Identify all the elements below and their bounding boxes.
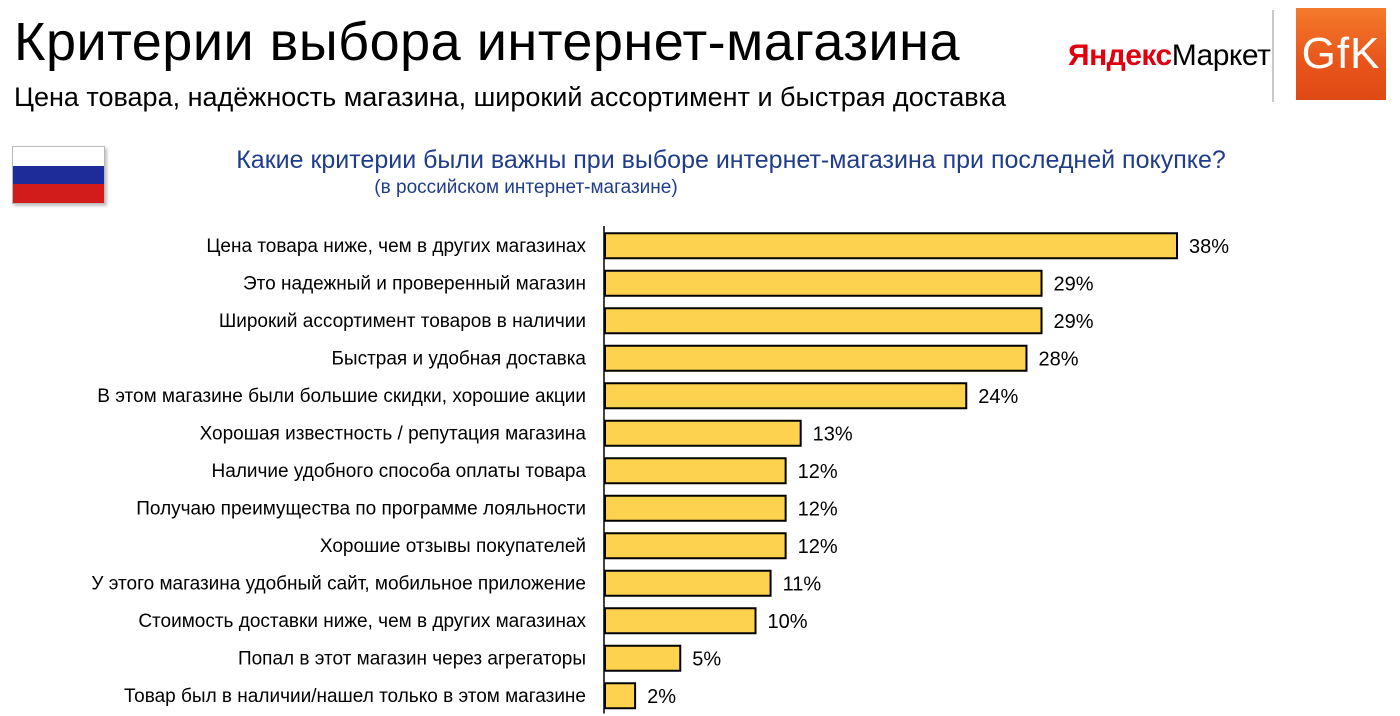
category-label: В этом магазине были большие скидки, хор… [97, 386, 586, 407]
category-label: Это надежный и проверенный магазин [243, 273, 586, 294]
page-title: Критерии выбора интернет-магазина [14, 12, 961, 72]
value-label: 12% [798, 536, 838, 558]
category-label: Цена товара ниже, чем в других магазинах [206, 236, 586, 257]
value-label: 24% [978, 386, 1018, 408]
gfk-logo: GfK [1296, 8, 1386, 100]
value-label: 11% [783, 573, 822, 595]
bar [604, 457, 787, 485]
bar [604, 644, 682, 672]
chart-question-note: (в российском интернет-магазине) [374, 177, 678, 198]
bar [604, 494, 787, 522]
category-label: Быстрая и удобная доставка [331, 348, 586, 369]
value-label: 38% [1189, 236, 1229, 258]
value-label: 13% [813, 423, 853, 445]
value-label: 5% [692, 648, 721, 670]
bar [604, 344, 1028, 372]
page-subtitle: Цена товара, надёжность магазина, широки… [14, 82, 1007, 112]
value-label: 29% [1054, 273, 1094, 295]
bar [604, 232, 1178, 260]
bar [604, 382, 968, 410]
category-label: Стоимость доставки ниже, чем в других ма… [138, 611, 586, 632]
logo-divider [1272, 10, 1274, 102]
russia-flag-icon [12, 146, 105, 204]
value-label: 29% [1054, 311, 1094, 333]
category-label: Товар был в наличии/нашел только в этом … [124, 686, 586, 707]
value-label: 28% [1038, 348, 1078, 370]
category-label: Широкий ассортимент товаров в наличии [219, 311, 586, 332]
value-label: 12% [798, 498, 838, 520]
market-logo-text: Маркет [1171, 39, 1271, 72]
bar [604, 269, 1043, 297]
bar [604, 682, 637, 710]
bar [604, 532, 787, 560]
value-label: 10% [768, 611, 808, 633]
bar [604, 607, 757, 635]
bar [604, 569, 772, 597]
category-label: Получаю преимущества по программе лояльн… [136, 498, 586, 519]
value-label: 12% [798, 461, 838, 483]
yandex-market-logo: ЯндексМаркет [1068, 36, 1271, 76]
value-label: 2% [647, 686, 676, 708]
yandex-logo-text: Яндекс [1068, 39, 1172, 72]
category-label: Хорошие отзывы покупателей [320, 536, 586, 557]
category-label: Попал в этот магазин через агрегаторы [238, 648, 586, 669]
category-label: Хорошая известность / репутация магазина [200, 423, 587, 444]
bar [604, 307, 1043, 335]
category-label: Наличие удобного способа оплаты товара [212, 461, 587, 482]
chart-question: Какие критерии были важны при выборе инт… [236, 146, 1226, 174]
category-label: У этого магазина удобный сайт, мобильное… [91, 573, 586, 594]
bar [604, 419, 802, 447]
